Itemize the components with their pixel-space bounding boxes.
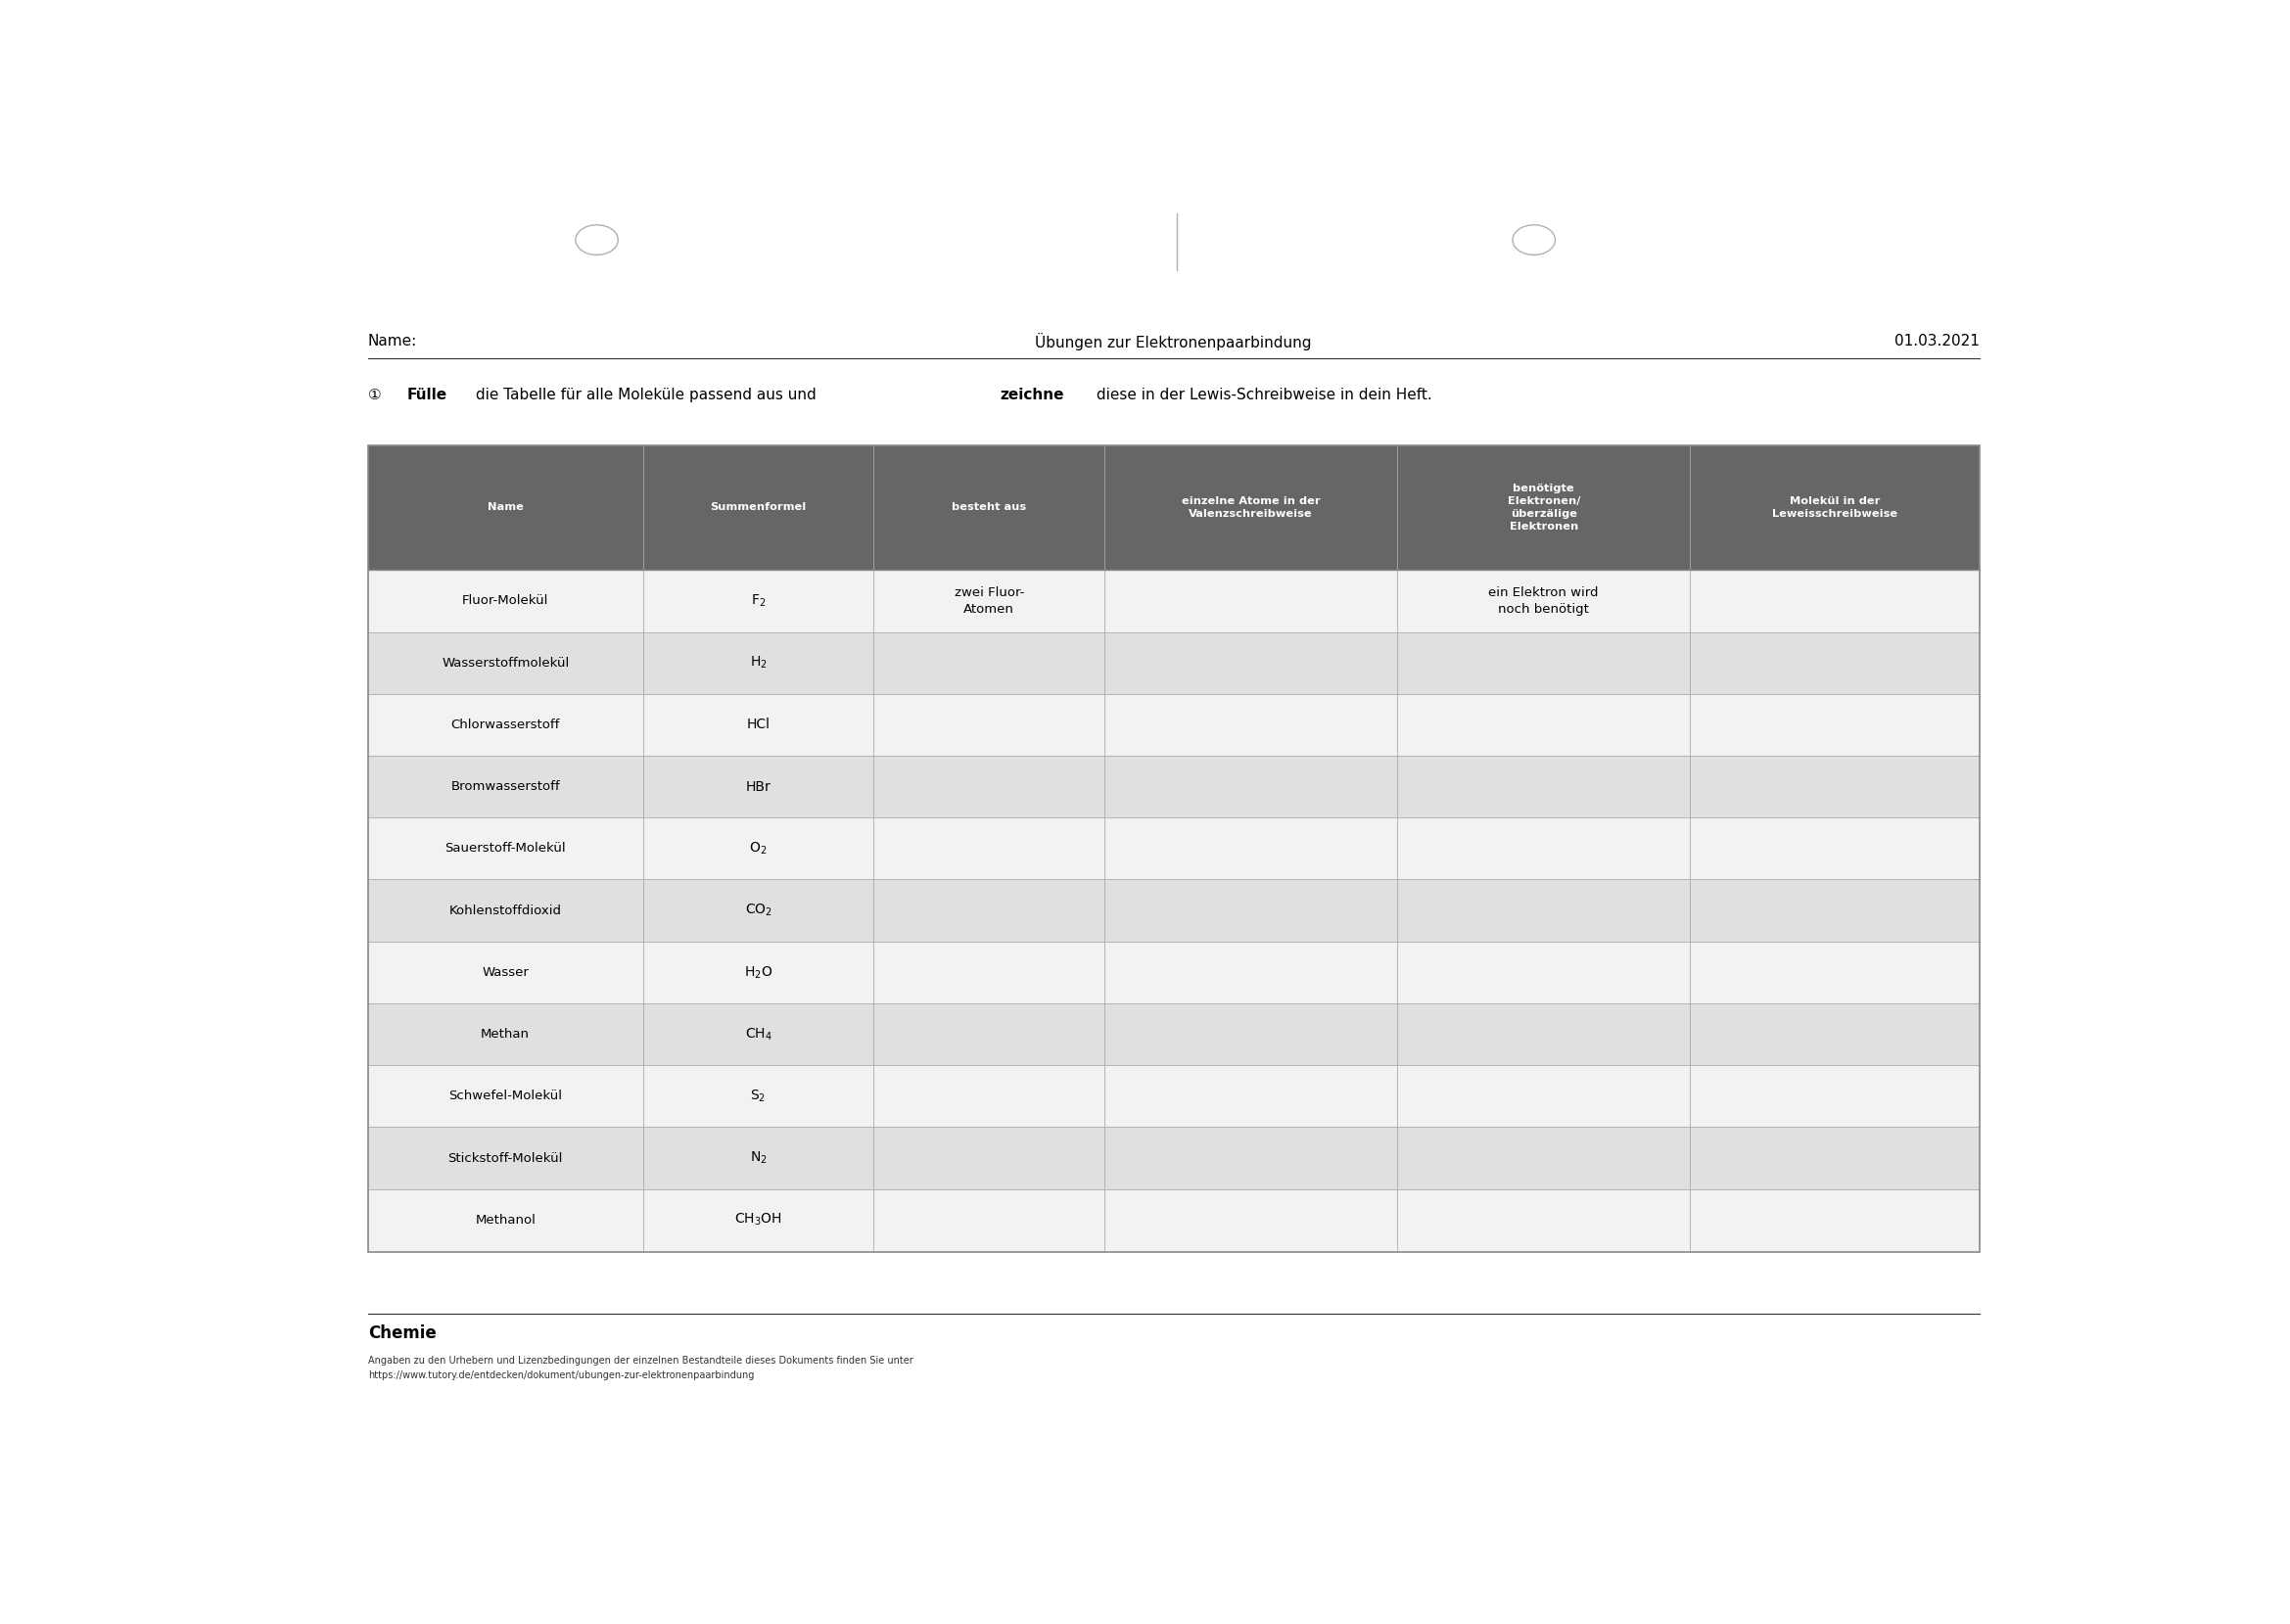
Text: Chemie: Chemie [369,1324,435,1341]
Text: Angaben zu den Urhebern und Lizenzbedingungen der einzelnen Bestandteile dieses : Angaben zu den Urhebern und Lizenzbeding… [369,1356,914,1366]
Bar [369,1189,1979,1250]
Text: CH$_\mathregular{4}$: CH$_\mathregular{4}$ [744,1026,772,1043]
Text: Methanol: Methanol [474,1213,536,1226]
Bar [369,880,1979,942]
Text: CO$_\mathregular{2}$: CO$_\mathregular{2}$ [744,903,772,919]
Bar [369,817,1979,880]
Bar [369,570,1979,632]
Text: Name:: Name: [369,335,417,349]
Text: Sauerstoff-Molekül: Sauerstoff-Molekül [444,843,566,854]
Bar [369,693,1979,755]
Text: benötigte
Elektronen/
überzälige
Elektronen: benötigte Elektronen/ überzälige Elektro… [1507,484,1580,531]
Text: Fluor-Molekül: Fluor-Molekül [463,594,550,607]
Bar [369,445,1979,570]
Text: H$_\mathregular{2}$O: H$_\mathregular{2}$O [744,965,772,981]
Bar [369,942,1979,1004]
Text: zeichne: zeichne [1001,388,1065,403]
Text: CH$_\mathregular{3}$OH: CH$_\mathregular{3}$OH [735,1212,783,1228]
Text: HBr: HBr [747,780,772,794]
Text: Methan: Methan [481,1028,529,1041]
Bar [369,445,1979,1252]
Text: Wasserstoffmolekül: Wasserstoffmolekül [442,656,570,669]
Bar [369,1004,1979,1065]
Bar [369,1127,1979,1189]
Bar [369,632,1979,693]
Text: Name: Name [488,502,524,513]
Text: ein Elektron wird
noch benötigt: ein Elektron wird noch benötigt [1489,586,1598,615]
Text: diese in der Lewis-Schreibweise in dein Heft.: diese in der Lewis-Schreibweise in dein … [1092,388,1434,403]
Text: Stickstoff-Molekül: Stickstoff-Molekül [449,1151,563,1164]
Text: Bromwasserstoff: Bromwasserstoff [451,780,561,793]
Text: einzelne Atome in der
Valenzschreibweise: einzelne Atome in der Valenzschreibweise [1182,497,1319,518]
Text: S$_\mathregular{2}$: S$_\mathregular{2}$ [751,1088,767,1104]
Text: O$_\mathregular{2}$: O$_\mathregular{2}$ [749,841,767,856]
Text: F$_\mathregular{2}$: F$_\mathregular{2}$ [751,593,765,609]
Text: besteht aus: besteht aus [953,502,1026,513]
Text: https://www.tutory.de/entdecken/dokument/ubungen-zur-elektronenpaarbindung: https://www.tutory.de/entdecken/dokument… [369,1371,753,1380]
Text: Übungen zur Elektronenpaarbindung: Übungen zur Elektronenpaarbindung [1035,333,1312,351]
Text: HCl: HCl [747,718,769,732]
Text: H$_\mathregular{2}$: H$_\mathregular{2}$ [749,654,767,671]
Text: die Tabelle für alle Moleküle passend aus und: die Tabelle für alle Moleküle passend au… [472,388,820,403]
Text: ①: ① [369,388,387,403]
Text: Kohlenstoffdioxid: Kohlenstoffdioxid [449,905,561,918]
Text: Molekül in der
Leweisschreibweise: Molekül in der Leweisschreibweise [1772,497,1898,518]
Text: Schwefel-Molekül: Schwefel-Molekül [449,1090,563,1103]
Text: Wasser: Wasser [481,966,529,979]
Text: zwei Fluor-
Atomen: zwei Fluor- Atomen [955,586,1024,615]
Bar [369,1065,1979,1127]
Text: Summenformel: Summenformel [710,502,806,513]
Text: 01.03.2021: 01.03.2021 [1894,335,1979,349]
Text: Fülle: Fülle [408,388,447,403]
Bar [369,755,1979,817]
Text: N$_\mathregular{2}$: N$_\mathregular{2}$ [749,1150,767,1166]
Text: Chlorwasserstoff: Chlorwasserstoff [451,718,561,731]
